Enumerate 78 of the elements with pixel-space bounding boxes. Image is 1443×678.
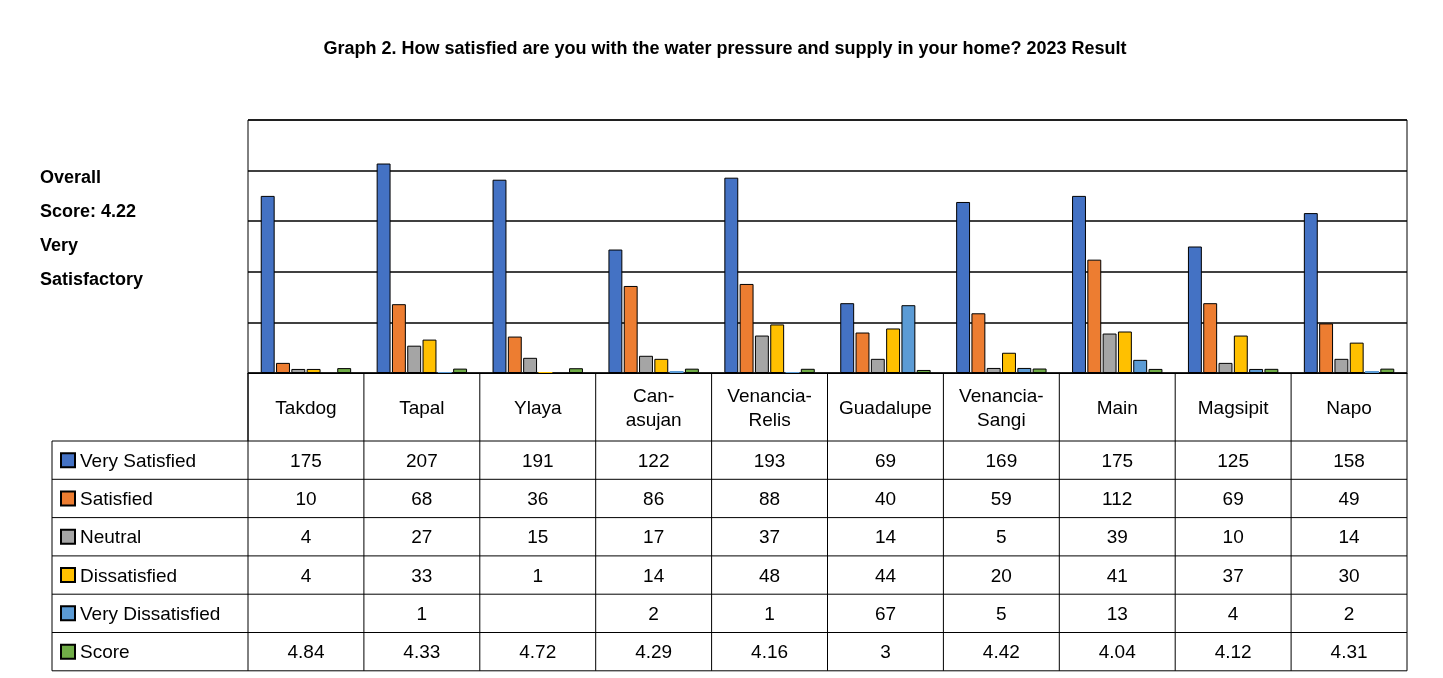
data-label: 30 [1338,564,1360,586]
x-tick-label: Magsipit [1197,396,1270,418]
data-label: 15 [527,526,549,548]
data-label: 88 [758,487,781,509]
data-label: 10 [295,487,317,509]
data-label: 2 [1343,602,1355,624]
legend-label: Score [80,641,130,663]
data-label: 49 [1338,487,1360,509]
data-label: 169 [985,449,1018,471]
chart-title: Graph 2. How satisfied are you with the water pressure and supply in your home? 2023 Result [323,38,1127,58]
data-label: 33 [411,564,433,586]
data-label: 193 [753,449,786,471]
data-label: 4 [300,526,312,548]
data-label: 10 [1222,526,1244,548]
data-label: 4.72 [519,641,557,663]
data-label: 125 [1217,449,1249,471]
x-tick-label: Napo [1326,396,1372,418]
x-tick-label: Tapal [399,396,445,418]
legend-label: Very Dissatisfied [80,602,221,624]
data-label: 2 [648,602,659,624]
data-label: 122 [637,449,670,471]
bar [669,370,684,373]
data-label: 5 [996,602,1007,624]
data-label: 4.31 [1330,641,1368,663]
data-label: 36 [527,487,549,509]
data-label: 4 [1227,602,1239,624]
data-label: 44 [874,564,897,586]
data-label: 1 [532,564,544,586]
data-label: 13 [1106,602,1128,624]
data-label: 3 [880,641,891,663]
x-tick-label: Venancia-Sangi [959,384,1044,430]
data-label: 14 [874,526,897,548]
data-label: 4.12 [1214,641,1252,663]
data-label: 86 [643,487,665,509]
data-label: 48 [758,564,781,586]
data-label: 4.33 [403,641,441,663]
data-label: 67 [874,602,897,624]
data-label: 175 [290,449,322,471]
data-label: 4.29 [635,641,673,663]
data-label: 14 [643,564,665,586]
data-label: 37 [1222,564,1244,586]
x-tick-label: Guadalupe [838,396,932,418]
x-tick-label: Can-asujan [625,384,682,430]
legend-label: Very Satisfied [80,449,197,471]
text: Overall Score: 4.22 Very Satisfactory [40,167,144,289]
data-label: 59 [990,487,1012,509]
data-label: 40 [874,487,897,509]
data-label: 5 [996,526,1007,548]
data-label: 68 [411,487,433,509]
x-tick-label: Venancia-Relis [727,384,812,430]
x-tick-label: Ylaya [513,396,562,418]
data-label: 4.04 [1098,641,1137,663]
data-label: 158 [1333,449,1365,471]
data-label: 41 [1106,564,1128,586]
data-label: 69 [874,449,897,471]
data-label: 207 [406,449,438,471]
data-label: 1 [764,602,775,624]
legend-label: Satisfied [80,487,153,509]
data-label: 1 [416,602,428,624]
x-tick-label: Takdog [275,396,337,418]
data-label: 20 [990,564,1012,586]
legend-label: Neutral [80,526,142,548]
x-tick-label: Main [1096,396,1138,418]
data-label: 175 [1101,449,1134,471]
data-label: 4.16 [751,641,789,663]
data-label: 39 [1106,526,1128,548]
data-label: 17 [643,526,665,548]
legend-label: Dissatisfied [80,564,178,586]
data-label: 27 [411,526,433,548]
data-label: 4 [300,564,312,586]
data-label: 4.42 [982,641,1020,663]
data-label: 4.84 [287,641,325,663]
bar [1365,370,1379,373]
data-label: 14 [1338,526,1361,548]
data-label: 69 [1222,487,1244,509]
data-label: 191 [521,449,554,471]
data-label: 112 [1102,487,1133,509]
data-label: 37 [758,526,781,548]
